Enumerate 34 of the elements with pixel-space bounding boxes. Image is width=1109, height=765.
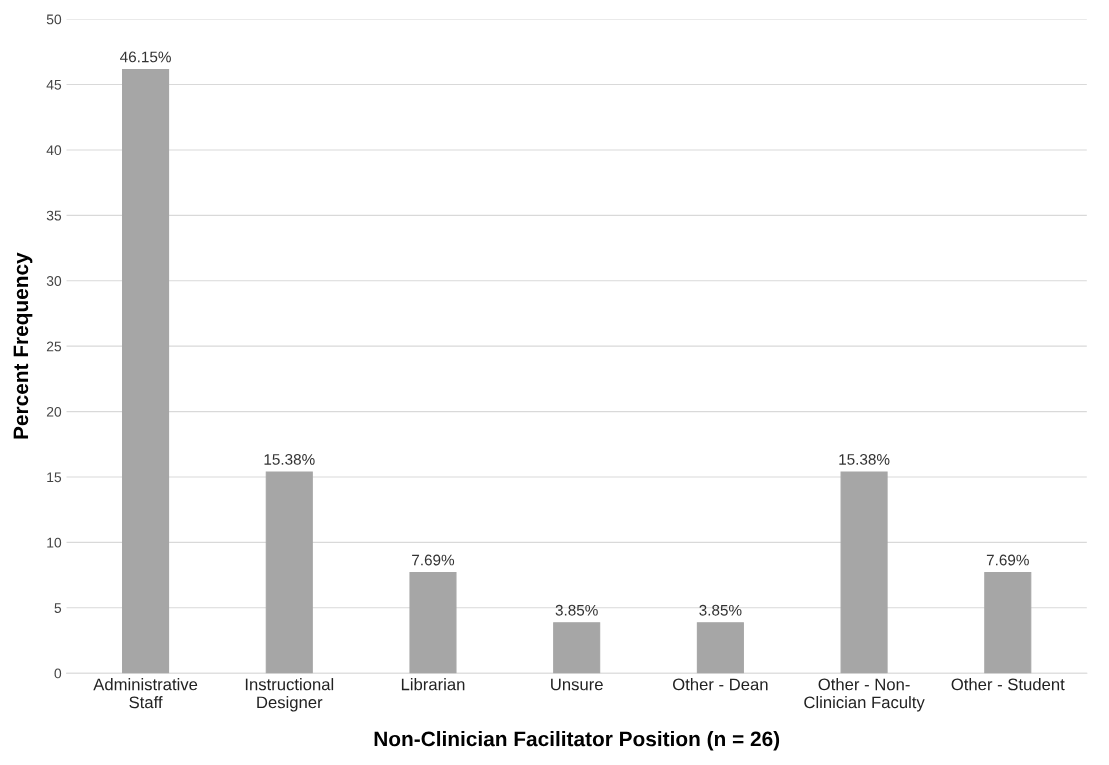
bar [265, 471, 313, 674]
bar [696, 622, 744, 674]
data-label: 15.38% [839, 454, 890, 465]
data-label: 7.69% [412, 554, 455, 566]
y-tick-label: 15 [47, 472, 62, 483]
x-tick-label: Administrative Staff [93, 678, 198, 709]
x-tick-label: Librarian [401, 678, 465, 691]
bar [840, 471, 888, 674]
y-tick-label: 5 [54, 603, 62, 613]
bar [122, 68, 170, 674]
y-tick-label: 50 [46, 14, 62, 25]
x-tick-label: Other - Dean [673, 678, 768, 691]
y-tick-label: 30 [46, 276, 62, 286]
bar [409, 572, 457, 674]
x-tick-label: Other - Non- Clinician Faculty [804, 678, 925, 712]
y-tick-label: 20 [46, 406, 62, 417]
x-tick-label: Unsure [551, 678, 603, 691]
data-label: 3.85% [555, 604, 598, 616]
y-tick-label: 45 [46, 80, 62, 90]
x-axis-title: Non-Clinician Facilitator Position (n = 26) [374, 730, 780, 751]
y-tick-label: 10 [47, 537, 62, 548]
y-tick-label: 25 [46, 341, 62, 352]
y-tick-label: 35 [46, 210, 62, 221]
data-label: 15.38% [264, 454, 315, 465]
data-label: 3.85% [699, 604, 742, 616]
bar [553, 622, 601, 674]
data-label: 46.15% [120, 51, 171, 63]
y-tick-label: 0 [54, 668, 62, 679]
x-tick-label: Other - Student [951, 678, 1065, 691]
y-axis-title: Percent Frequency [13, 252, 33, 439]
x-tick-label: Instructional Designer [245, 678, 334, 712]
y-tick-label: 40 [46, 145, 62, 156]
data-label: 7.69% [986, 554, 1029, 566]
bar [984, 572, 1032, 674]
